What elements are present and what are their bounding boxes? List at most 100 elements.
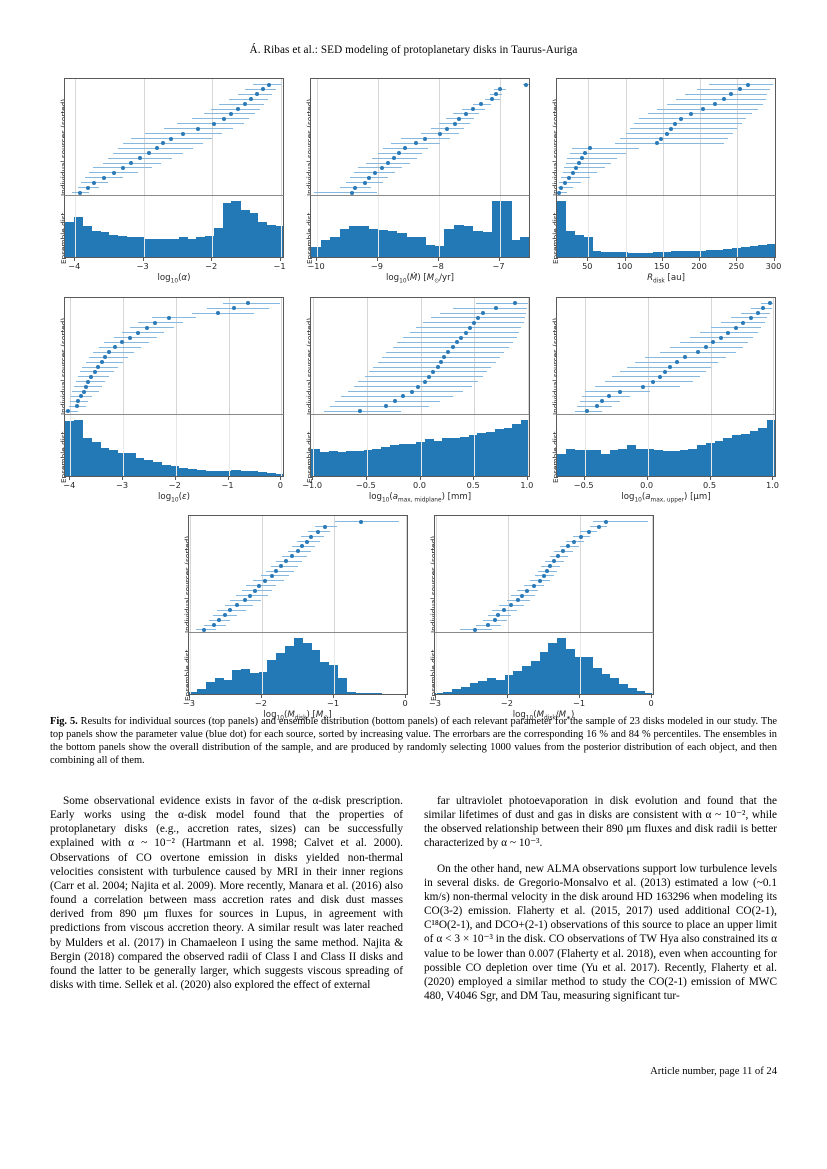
errorbar: [266, 570, 294, 572]
tick-mark: [624, 258, 626, 261]
tick-label: 200: [691, 261, 707, 271]
histogram-bar: [377, 230, 388, 257]
histogram-bar: [396, 233, 407, 257]
tick-mark: [773, 258, 775, 261]
histogram-bar: [565, 231, 576, 257]
histogram-bar: [319, 661, 330, 695]
histogram-bar: [557, 638, 567, 695]
histogram-bar: [723, 437, 733, 476]
gridline: [261, 633, 263, 695]
source-point: [520, 593, 525, 598]
source-point: [557, 190, 561, 195]
errorbar: [594, 386, 681, 388]
histogram-bar: [478, 681, 488, 695]
histogram-bar: [248, 213, 259, 257]
histogram-bar: [152, 238, 162, 257]
source-point: [362, 180, 367, 185]
errorbar: [567, 157, 617, 159]
histogram-bar: [512, 424, 522, 476]
x-axis-ticks: 50 100 150 200 250 300: [556, 258, 781, 271]
histogram-bar: [143, 238, 154, 257]
source-point: [119, 340, 124, 345]
source-point: [654, 141, 659, 146]
errorbar: [253, 84, 281, 85]
tick-mark: [736, 258, 738, 261]
histogram-bar: [320, 240, 331, 257]
histogram-bar: [389, 445, 400, 476]
source-point: [92, 180, 97, 185]
errorbar: [353, 386, 473, 388]
source-point: [446, 350, 451, 355]
histogram-bar: [276, 653, 286, 695]
errorbar: [619, 371, 706, 373]
source-point: [384, 404, 389, 409]
tick-label: −9: [370, 261, 383, 271]
histogram-bar: [196, 237, 206, 257]
errorbar: [571, 147, 639, 149]
tick-mark: [579, 695, 581, 699]
errorbar: [452, 307, 527, 309]
histogram-bar: [662, 251, 672, 257]
tick-label: −1: [326, 698, 340, 709]
histogram-bar: [73, 216, 84, 257]
source-point: [497, 87, 502, 92]
histogram-bar: [714, 441, 725, 476]
histogram-bar: [188, 692, 198, 695]
histogram-bar: [487, 677, 497, 695]
histogram-bar: [311, 246, 322, 257]
source-point: [255, 92, 260, 97]
gridline: [189, 633, 191, 695]
histogram-bar: [126, 453, 136, 476]
source-point: [270, 573, 275, 578]
tick-mark: [699, 258, 701, 261]
tick-mark: [365, 476, 367, 480]
source-point: [566, 544, 571, 549]
histogram-bar: [548, 642, 558, 695]
histogram-bar: [635, 448, 646, 476]
source-point: [228, 608, 233, 613]
gridline: [435, 633, 437, 695]
histogram-bar: [258, 672, 268, 695]
source-point: [323, 524, 328, 529]
x-axis-label: log10(amax, midplane) [mm]: [368, 491, 472, 504]
errorbar: [476, 302, 528, 304]
errorbar: [341, 395, 453, 397]
source-point: [729, 92, 734, 97]
gridline: [584, 297, 586, 414]
panel-rdisk: Individual sources (sorted)Ensemble dist…: [542, 78, 781, 285]
source-point: [721, 97, 726, 102]
histogram-bar: [302, 642, 312, 695]
histogram-bar: [609, 677, 620, 695]
errorbar: [276, 560, 303, 562]
histogram-bar: [472, 231, 483, 257]
histogram-bar: [328, 665, 339, 695]
histogram-bar: [482, 232, 493, 257]
source-point: [257, 583, 262, 588]
histogram-bar: [178, 236, 189, 257]
tick-label: −4: [68, 261, 81, 271]
tick-label: 1.0: [765, 479, 779, 490]
histogram-bar: [108, 234, 119, 257]
source-point: [579, 534, 584, 539]
histogram-bar: [565, 648, 576, 695]
errorbar: [619, 138, 729, 139]
bottom-axes-rdisk: [556, 196, 776, 258]
tick-mark: [316, 258, 318, 261]
bottom-axes-epsilon: [64, 414, 284, 477]
source-point: [274, 569, 279, 574]
source-point: [427, 374, 432, 379]
histogram-bar: [583, 449, 593, 476]
histogram-bar: [372, 448, 382, 476]
errorbar: [347, 391, 464, 393]
panel-epsilon: Individual sources (sorted)Ensemble dist…: [50, 296, 284, 503]
errorbar: [697, 88, 771, 90]
histogram-bar: [679, 251, 689, 257]
errorbar: [323, 410, 402, 412]
histogram-bar: [425, 244, 436, 257]
errorbar: [223, 302, 281, 304]
histogram-bar: [117, 236, 127, 257]
errorbar: [373, 366, 492, 368]
errorbar: [151, 317, 196, 319]
source-point: [570, 170, 575, 175]
source-point: [576, 161, 581, 166]
